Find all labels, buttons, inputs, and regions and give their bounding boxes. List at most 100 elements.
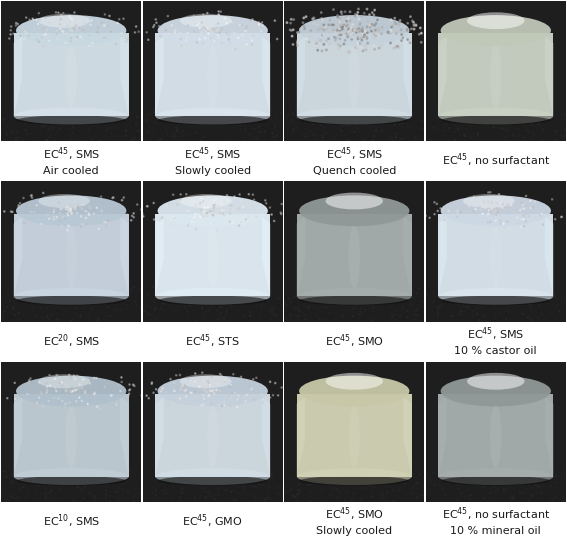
Point	[500, 313, 509, 322]
Point	[199, 10, 208, 19]
Point	[108, 289, 117, 298]
Point	[225, 35, 234, 43]
Point	[404, 484, 413, 493]
Point	[485, 110, 494, 119]
Point	[210, 206, 219, 215]
Point	[315, 129, 324, 137]
Point	[181, 292, 191, 300]
FancyBboxPatch shape	[284, 1, 424, 141]
Point	[356, 491, 365, 500]
Point	[556, 293, 565, 301]
Point	[164, 287, 173, 295]
Point	[228, 496, 237, 505]
Point	[527, 282, 536, 291]
Point	[122, 476, 131, 484]
Point	[39, 122, 48, 130]
Ellipse shape	[158, 195, 268, 226]
Point	[166, 282, 175, 291]
Point	[215, 311, 225, 319]
Point	[58, 28, 67, 36]
Point	[111, 105, 120, 113]
Point	[257, 299, 266, 308]
Ellipse shape	[490, 225, 501, 288]
Point	[260, 283, 269, 292]
Point	[391, 103, 400, 111]
Point	[209, 292, 218, 301]
Point	[75, 24, 84, 33]
Point	[391, 497, 400, 506]
Point	[178, 484, 187, 493]
Point	[140, 469, 149, 478]
Point	[442, 110, 451, 119]
Point	[300, 317, 309, 325]
Point	[415, 298, 424, 306]
Point	[103, 125, 112, 134]
Point	[395, 284, 404, 293]
Point	[110, 112, 119, 121]
Point	[246, 125, 255, 134]
Point	[217, 302, 226, 311]
Point	[450, 480, 459, 489]
Point	[294, 484, 303, 493]
Point	[92, 374, 101, 382]
Point	[503, 113, 512, 122]
Point	[70, 111, 79, 119]
Point	[90, 302, 99, 311]
Point	[431, 23, 441, 32]
Point	[308, 130, 318, 138]
Point	[79, 200, 88, 209]
Point	[66, 206, 75, 215]
Point	[204, 481, 213, 490]
Point	[217, 39, 226, 47]
Point	[198, 39, 208, 47]
Point	[115, 490, 124, 498]
Point	[167, 21, 176, 29]
Point	[496, 124, 505, 132]
Point	[60, 478, 69, 487]
Point	[410, 470, 419, 478]
Point	[40, 487, 49, 495]
Point	[426, 289, 435, 298]
Point	[399, 288, 408, 296]
Point	[212, 26, 221, 34]
Polygon shape	[438, 217, 447, 296]
Point	[340, 20, 349, 28]
Point	[344, 29, 353, 38]
Point	[66, 387, 75, 395]
Point	[414, 479, 423, 488]
Point	[81, 300, 90, 309]
Point	[167, 296, 176, 305]
Point	[371, 478, 380, 487]
Point	[32, 311, 41, 320]
Point	[349, 476, 358, 484]
Point	[552, 309, 561, 318]
Point	[103, 22, 112, 31]
Point	[454, 492, 463, 501]
Point	[445, 488, 454, 496]
Point	[433, 207, 442, 216]
Point	[201, 385, 210, 394]
Point	[388, 116, 397, 124]
Point	[275, 476, 284, 485]
Point	[332, 26, 341, 35]
FancyBboxPatch shape	[284, 362, 424, 502]
Point	[405, 300, 414, 309]
Point	[41, 298, 50, 306]
Point	[454, 484, 463, 493]
Point	[333, 11, 342, 20]
Point	[345, 473, 354, 482]
Polygon shape	[14, 213, 129, 296]
Point	[312, 41, 321, 50]
Point	[304, 303, 313, 312]
Point	[119, 193, 128, 202]
Point	[67, 201, 76, 210]
Point	[73, 111, 82, 119]
Point	[120, 465, 129, 473]
Point	[236, 122, 245, 130]
Point	[130, 28, 139, 37]
Point	[445, 124, 454, 132]
Point	[208, 110, 217, 119]
Point	[90, 314, 99, 323]
FancyBboxPatch shape	[143, 181, 283, 321]
Point	[359, 135, 368, 144]
